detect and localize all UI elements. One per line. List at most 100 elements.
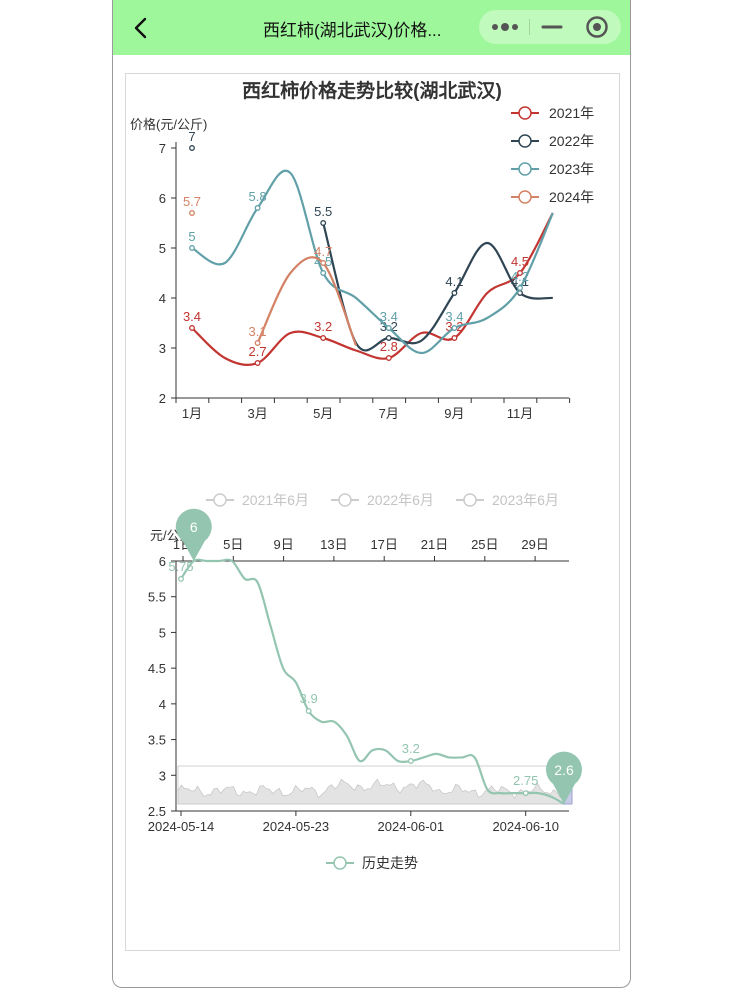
y-tick-label: 3.5: [148, 733, 166, 748]
data-label: 3.1: [249, 324, 267, 339]
legend-label: 2021年6月: [242, 492, 309, 508]
x-tick-label: 2024-05-14: [148, 819, 215, 834]
minimize-button[interactable]: [533, 10, 571, 44]
y-tick-label: 2.5: [148, 804, 166, 819]
data-point: [385, 335, 392, 341]
zoom-preview-area: [177, 778, 571, 805]
legend-label: 2021年: [549, 105, 594, 121]
data-label: 2.8: [380, 339, 398, 354]
data-label: 2.75: [513, 773, 538, 788]
capsule-menu: [479, 10, 621, 44]
data-label: 4.1: [445, 274, 463, 289]
data-label: 4.7: [314, 244, 332, 259]
top-tick-label: 29日: [521, 537, 548, 552]
x-tick-label: 2024-06-10: [492, 819, 559, 834]
data-point: [451, 325, 458, 331]
data-label: 3.4: [445, 309, 463, 324]
y-tick-label: 4: [159, 291, 166, 306]
legend-marker: [518, 190, 532, 204]
top-tick-label: 21日: [421, 537, 448, 552]
minimize-icon: [541, 25, 563, 29]
data-label: 4.2: [511, 269, 529, 284]
legend-label: 2024年: [549, 189, 594, 205]
data-label: 5.8: [249, 189, 267, 204]
x-tick-label: 9月: [444, 406, 464, 421]
charts-canvas: 西红柿价格走势比较(湖北武汉) 价格(元/公斤) 2 3 4 5 6 7 1月 3月 5月 7月 9月 1…: [130, 79, 594, 871]
y-tick-label: 7: [159, 141, 166, 156]
series-line-2023年: [191, 169, 554, 355]
data-point: [517, 285, 523, 291]
data-point: [385, 355, 392, 361]
max-value-pin: 6: [175, 508, 212, 561]
chart-card: 西红柿价格走势比较(湖北武汉) 价格(元/公斤) 2 3 4 5 6 7 1月 3月 5月 7月 9月 1…: [125, 73, 620, 951]
legend-item-2023年[interactable]: 2023年: [511, 161, 594, 177]
y-tick-label: 4: [159, 697, 166, 712]
top-tick-label: 17日: [370, 537, 397, 552]
pin-label: 2.6: [554, 762, 574, 778]
data-label: 5.5: [314, 204, 332, 219]
legend-item-2021年6月[interactable]: 2021年6月: [206, 492, 309, 508]
close-button[interactable]: [577, 10, 617, 44]
data-point: [254, 205, 261, 211]
pin-shape: [175, 508, 212, 561]
legend-item-2022年6月[interactable]: 2022年6月: [331, 492, 434, 508]
more-dots-icon: [492, 23, 518, 31]
data-point: [320, 335, 327, 341]
pin-shape: [546, 751, 582, 804]
data-label: 3.4: [380, 309, 398, 324]
y-tick-label: 5.5: [148, 590, 166, 605]
y-tick-label: 4.5: [148, 661, 166, 676]
more-button[interactable]: [479, 10, 529, 44]
data-point: [451, 335, 458, 341]
legend-item-2021年[interactable]: 2021年: [511, 105, 594, 121]
data-point: [254, 340, 261, 346]
x-tick-label: 1月: [182, 406, 202, 421]
y-tick-label: 3: [159, 768, 166, 783]
legend-marker: [463, 493, 477, 507]
legend-label: 2023年6月: [492, 492, 559, 508]
chart-title: 西红柿价格走势比较(湖北武汉): [242, 79, 502, 102]
legend-marker: [213, 493, 227, 507]
target-close-icon: [586, 16, 608, 38]
data-label: 7: [188, 129, 195, 144]
series-line-2024年: [256, 256, 358, 346]
data-label: 2.7: [249, 344, 267, 359]
data-point: [320, 260, 327, 266]
mini-program-window: 西红柿(湖北武汉)价格... 西红柿价格走势比较(湖北武汉) 价格: [112, 0, 631, 988]
pin-label: 6: [190, 519, 198, 535]
y-tick-label: 2: [159, 391, 166, 406]
x-tick-label: 3月: [247, 406, 267, 421]
legend-label: 2022年: [549, 133, 594, 149]
legend-label: 历史走势: [362, 855, 418, 871]
legend-marker: [518, 106, 532, 120]
y-tick-label: 5: [159, 241, 166, 256]
back-button[interactable]: [127, 14, 155, 42]
nav-bar: 西红柿(湖北武汉)价格...: [113, 0, 630, 55]
y-tick-label: 6: [159, 554, 166, 569]
data-point: [385, 325, 392, 331]
page-title: 西红柿(湖北武汉)价格...: [263, 21, 442, 40]
data-point: [178, 575, 184, 582]
min-value-pin: 2.6: [546, 751, 582, 804]
top-tick-label: 5日: [223, 537, 243, 552]
data-point: [451, 290, 458, 296]
x-tick-label: 7月: [379, 406, 399, 421]
legend-item-2024年[interactable]: 2024年: [511, 189, 594, 205]
data-point: [189, 210, 195, 216]
x-tick-label: 2024-06-01: [378, 819, 445, 834]
top-tick-label: 13日: [320, 537, 347, 552]
legend-item-2023年6月[interactable]: 2023年6月: [456, 492, 559, 508]
data-point: [320, 270, 327, 276]
x-tick-label: 11月: [507, 406, 534, 421]
legend-label: 2022年6月: [367, 492, 434, 508]
series-line-2021年: [191, 212, 554, 366]
legend-item-history[interactable]: 历史走势: [326, 855, 418, 871]
data-label: 4.5: [511, 254, 529, 269]
data-point: [522, 790, 529, 797]
legend-marker: [518, 134, 532, 148]
y-tick-label: 5: [159, 625, 166, 640]
legend-item-2022年[interactable]: 2022年: [511, 133, 594, 149]
y-axis-label: 价格(元/公斤): [130, 117, 207, 132]
data-point: [320, 220, 327, 226]
data-label: 3.4: [183, 309, 201, 324]
